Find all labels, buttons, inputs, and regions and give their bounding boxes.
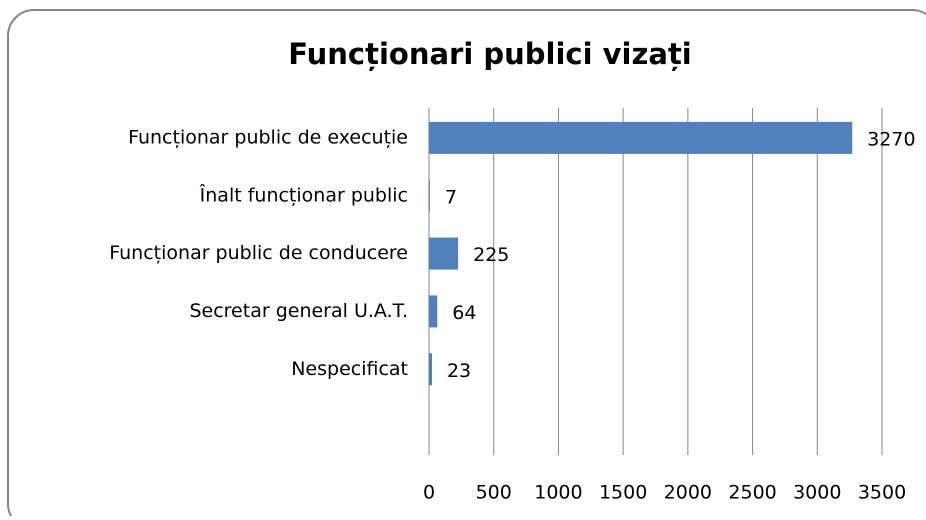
x-tick-label: 1500 xyxy=(599,482,647,504)
bar xyxy=(429,295,438,328)
bar xyxy=(429,353,432,386)
bar xyxy=(429,121,853,154)
x-tick-label: 2000 xyxy=(664,482,712,504)
data-label: 225 xyxy=(473,244,509,266)
data-label: 23 xyxy=(447,360,471,382)
x-tick-label: 500 xyxy=(476,482,512,504)
data-label: 7 xyxy=(445,186,457,208)
chart-title: Funcționari publici vizați xyxy=(288,37,692,71)
y-tick-label: Funcționar public de execuție xyxy=(128,126,408,148)
x-tick-label: 2500 xyxy=(728,482,776,504)
y-tick-label: Funcționar public de conducere xyxy=(109,242,408,264)
x-tick-label: 0 xyxy=(423,482,435,504)
y-tick-label: Nespecificat xyxy=(291,358,408,380)
x-tick-label: 1000 xyxy=(534,482,582,504)
bar xyxy=(429,237,459,270)
y-tick-label: Secretar general U.A.T. xyxy=(189,300,408,322)
data-label: 3270 xyxy=(867,128,915,150)
x-tick-label: 3000 xyxy=(793,482,841,504)
bar xyxy=(429,179,430,212)
data-label: 64 xyxy=(452,302,476,324)
y-tick-label: Înalt funcționar public xyxy=(199,183,408,206)
x-tick-label: 3500 xyxy=(858,482,906,504)
